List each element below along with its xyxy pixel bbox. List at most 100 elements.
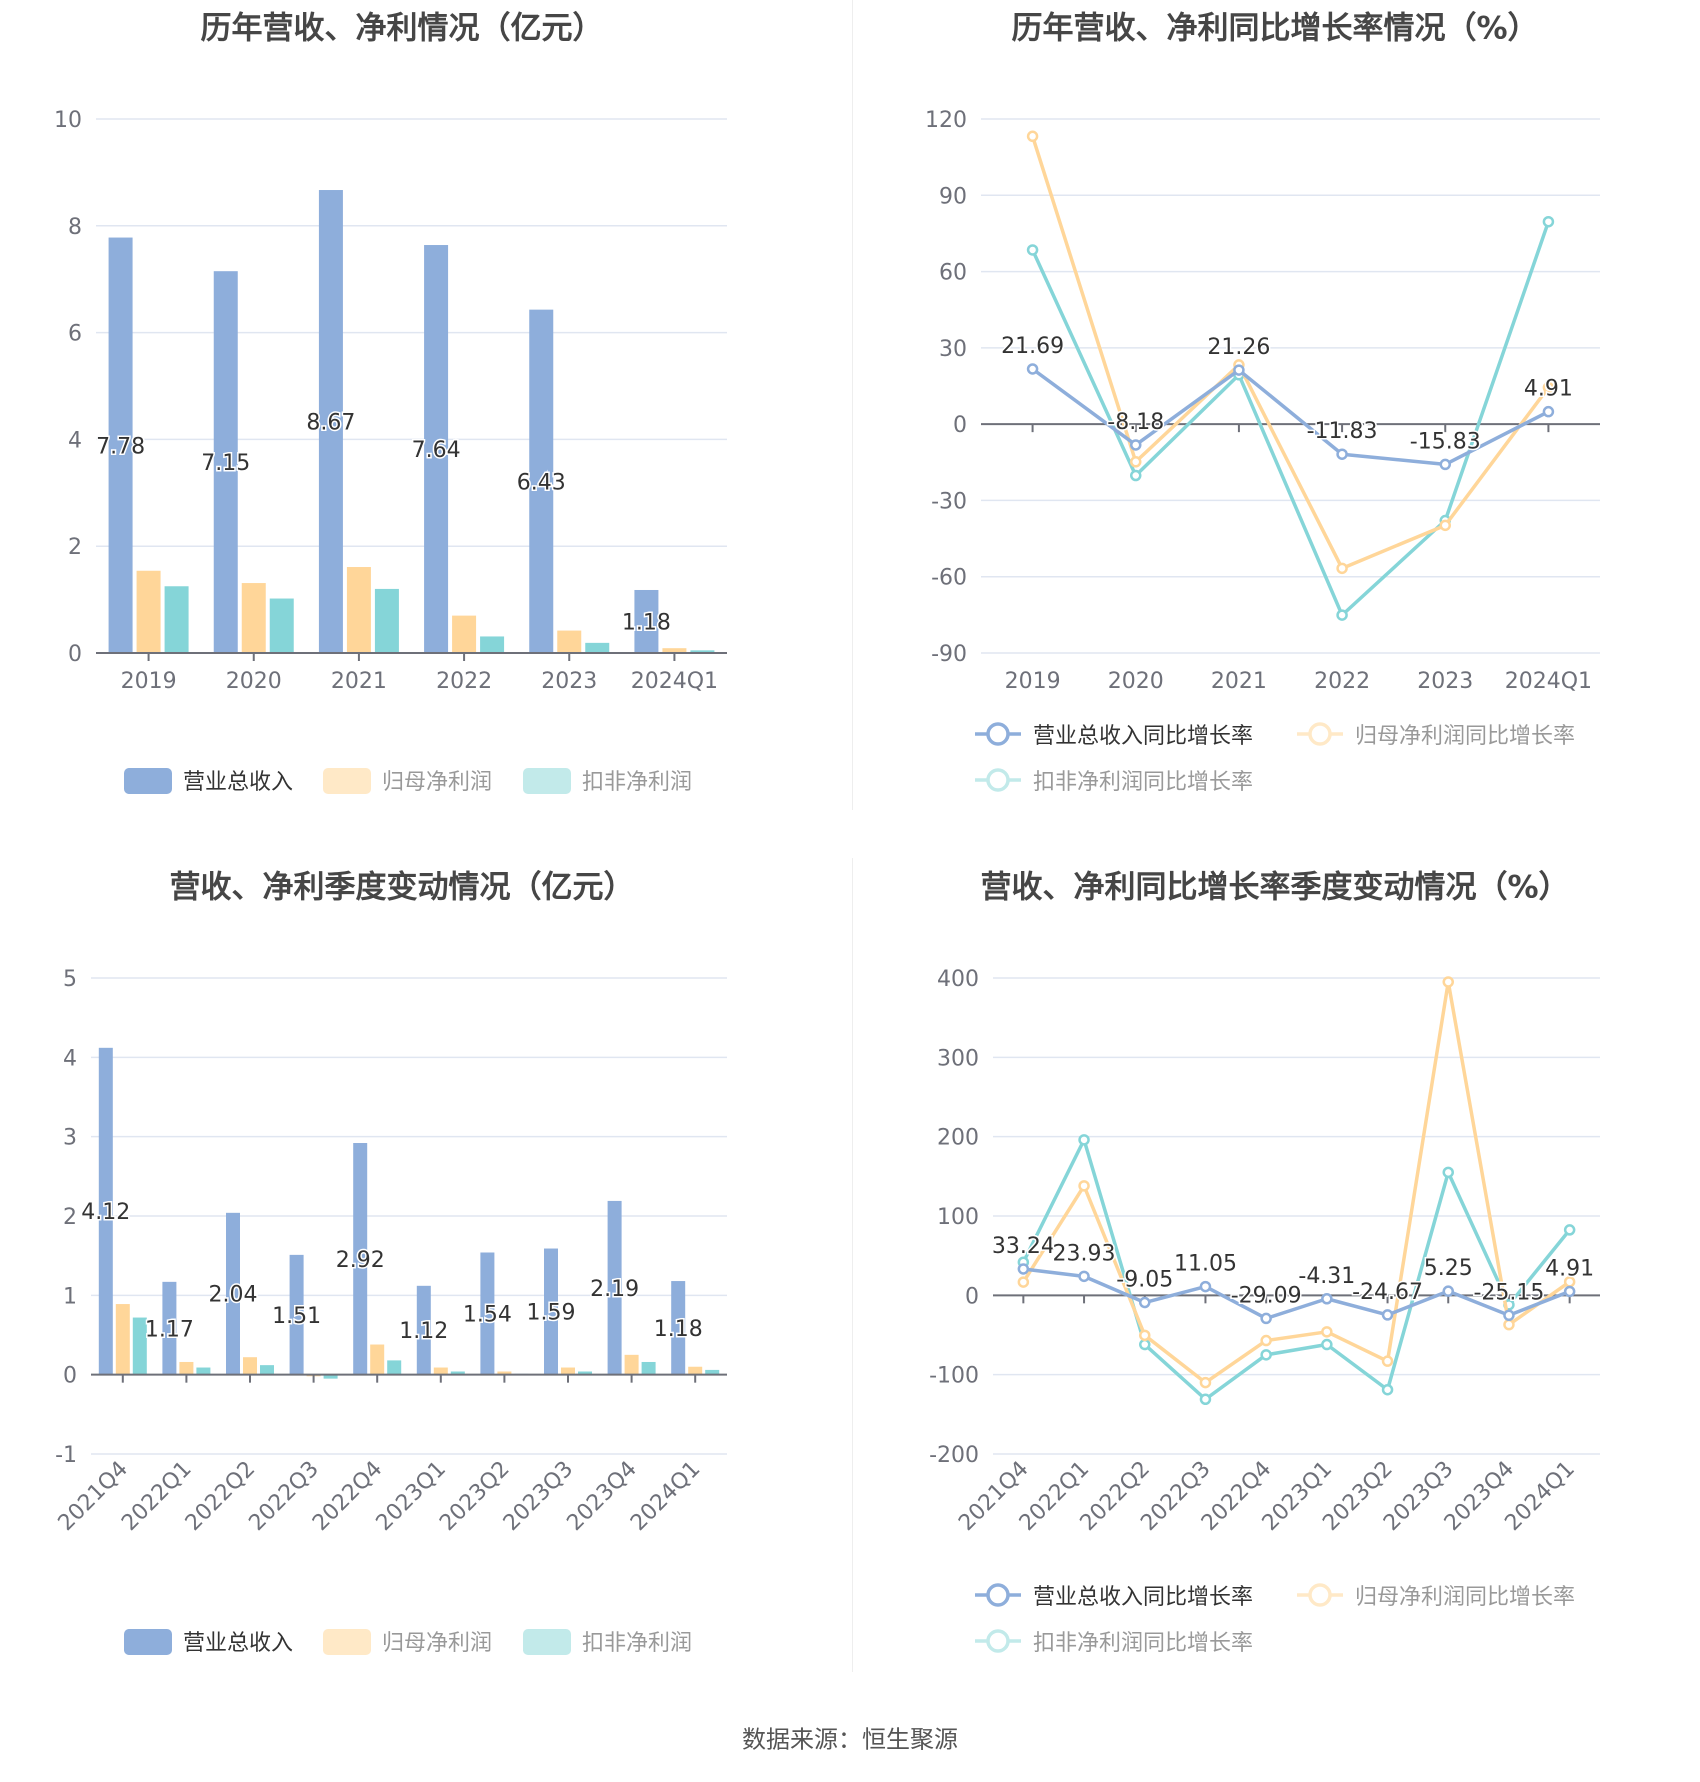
y-tick-label: 0 <box>953 413 967 438</box>
x-tick-label: 2023 <box>541 669 597 694</box>
data-label: 7.78 <box>96 434 145 459</box>
bar-deducted-profit <box>374 588 399 653</box>
chart-title-annual-growth: 历年营收、净利同比增长率情况（%） <box>1011 10 1539 47</box>
data-point <box>1260 1349 1272 1361</box>
bar-deducted-profit <box>323 1374 338 1379</box>
legend-swatch-icon <box>523 1629 571 1655</box>
data-label: 23.93 <box>1053 1241 1116 1266</box>
data-point <box>1139 1329 1151 1342</box>
y-tick-label: 30 <box>939 337 967 362</box>
bar-revenue <box>108 237 133 653</box>
x-tick-label: 2019 <box>1005 669 1061 694</box>
data-label: 5.25 <box>1424 1256 1473 1281</box>
legend-label: 营业总收入同比增长率 <box>1033 724 1253 749</box>
data-point <box>1130 439 1142 451</box>
data-point <box>1078 1134 1090 1146</box>
x-tick-label: 2024Q1 <box>631 669 718 694</box>
y-tick-label: 100 <box>937 1205 979 1230</box>
data-point <box>1130 469 1142 482</box>
data-label: -4.31 <box>1298 1264 1355 1289</box>
legend-item-2[interactable]: 扣非净利润 <box>523 1629 692 1656</box>
legend-swatch-icon <box>124 768 172 794</box>
data-point <box>1503 1318 1515 1331</box>
data-point <box>1381 1309 1394 1321</box>
y-tick-label: 10 <box>54 108 82 133</box>
y-tick-label: 4 <box>68 428 82 453</box>
bar-revenue <box>416 1285 431 1375</box>
legend-item-0[interactable]: 营业总收入同比增长率 <box>975 1583 1253 1610</box>
x-tick-label: 2020 <box>226 669 282 694</box>
data-label: -25.15 <box>1473 1280 1544 1305</box>
legend-item-2[interactable]: 扣非净利润同比增长率 <box>975 1629 1253 1656</box>
bar-net-profit <box>115 1304 130 1375</box>
bar-revenue <box>98 1047 113 1375</box>
bar-net-profit <box>136 570 161 653</box>
bar-deducted-profit <box>690 650 715 653</box>
legend-item-2[interactable]: 扣非净利润 <box>523 768 692 795</box>
legend-item-1[interactable]: 归母净利润 <box>323 768 492 795</box>
y-tick-label: -30 <box>931 489 967 514</box>
data-label: -9.05 <box>1116 1268 1173 1293</box>
data-point <box>1336 562 1348 575</box>
y-tick-label: 2 <box>63 1205 77 1230</box>
legend-item-0[interactable]: 营业总收入 <box>124 1629 293 1656</box>
bar-net-profit <box>688 1366 703 1375</box>
bar-net-profit <box>662 648 687 653</box>
data-point <box>1321 1338 1333 1351</box>
y-tick-label: 3 <box>63 1126 77 1151</box>
bar-revenue <box>353 1143 368 1375</box>
data-point <box>1017 1276 1030 1288</box>
y-tick-label: 300 <box>937 1046 979 1071</box>
bar-net-profit <box>557 630 582 653</box>
legend-item-0[interactable]: 营业总收入同比增长率 <box>975 722 1253 749</box>
y-tick-label: 6 <box>68 322 82 347</box>
data-point <box>1026 363 1039 375</box>
chart-title-quarterly-growth: 营收、净利同比增长率季度变动情况（%） <box>980 869 1570 906</box>
bar-deducted-profit <box>196 1367 211 1375</box>
data-point <box>1442 1285 1454 1297</box>
bar-deducted-profit <box>269 598 294 653</box>
bar-net-profit <box>243 1357 257 1375</box>
y-tick-label: -100 <box>929 1364 979 1389</box>
legend-swatch-icon <box>124 1629 172 1655</box>
series-line-2 <box>1030 221 1551 617</box>
bar-deducted-profit <box>260 1365 274 1375</box>
data-point <box>1260 1312 1272 1325</box>
data-point <box>1542 215 1555 228</box>
bar-revenue <box>544 1248 558 1375</box>
legend-item-2[interactable]: 扣非净利润同比增长率 <box>975 768 1253 795</box>
data-point <box>1017 1263 1030 1275</box>
legend-label: 营业总收入 <box>183 770 293 795</box>
series-line-1 <box>1021 980 1571 1385</box>
bar-deducted-profit <box>132 1317 147 1375</box>
data-label: 1.17 <box>145 1317 194 1342</box>
legend-item-1[interactable]: 归母净利润 <box>323 1629 492 1656</box>
y-tick-label: 8 <box>68 215 82 240</box>
data-label: 2.04 <box>209 1283 258 1308</box>
y-tick-label: 0 <box>68 642 82 667</box>
y-tick-label: 4 <box>63 1046 77 1071</box>
bar-deducted-profit <box>450 1371 465 1375</box>
chart-title-quarterly-revenue-profit: 营收、净利季度变动情况（亿元） <box>169 869 635 906</box>
x-tick-label: 2023 <box>1417 669 1473 694</box>
data-point <box>1233 364 1245 376</box>
data-point <box>1078 1270 1090 1283</box>
legend-item-1[interactable]: 归母净利润同比增长率 <box>1297 722 1575 749</box>
data-label: 2.92 <box>336 1248 385 1273</box>
y-tick-label: -200 <box>929 1443 979 1468</box>
legend-label: 归母净利润 <box>382 1631 492 1656</box>
legend-label: 营业总收入同比增长率 <box>1033 1585 1253 1610</box>
data-label: 11.05 <box>1174 1252 1237 1277</box>
legend-item-0[interactable]: 营业总收入 <box>124 768 293 795</box>
data-label: -24.67 <box>1352 1280 1423 1305</box>
legend-item-1[interactable]: 归母净利润同比增长率 <box>1297 1583 1575 1610</box>
data-point <box>1442 976 1454 988</box>
x-tick-label: 2022 <box>436 669 492 694</box>
data-point <box>1199 1393 1212 1406</box>
bar-net-profit <box>452 615 477 653</box>
legend-label: 扣非净利润 <box>582 770 692 795</box>
series-line-2 <box>1021 1138 1572 1402</box>
legend-swatch-icon <box>523 768 571 794</box>
legend-marker-icon <box>986 722 1010 746</box>
